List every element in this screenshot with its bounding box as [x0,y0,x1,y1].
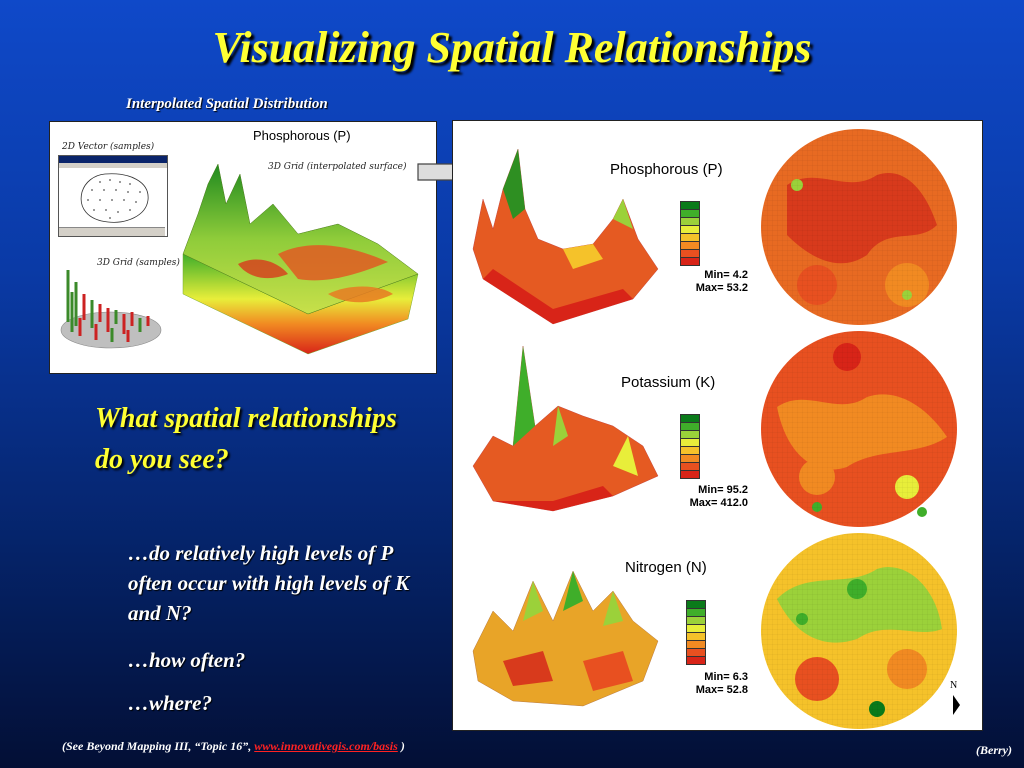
legend-k [680,414,700,479]
phosphorous-map [761,129,957,325]
footer-link[interactable]: www.innovativegis.com/basis [254,739,398,753]
sub-point-3: …where? [128,691,212,715]
map-title-k: Potassium (K) [621,374,716,391]
max-p: Max= 53.2 [695,282,748,294]
map-title-n: Nitrogen (N) [625,559,707,576]
legend-p [680,201,700,266]
min-p: Min= 4.2 [704,269,748,281]
north-label: N [950,680,958,691]
legend-n [686,600,706,665]
vector-window [58,155,168,237]
nitrogen-map [761,533,957,729]
max-n: Max= 52.8 [695,684,748,696]
slide-title: Visualizing Spatial Relationships [212,23,812,72]
footer-prefix: (See Beyond Mapping III, “Topic 16”, [62,739,252,753]
nitrogen-surface-plot [472,570,659,707]
potassium-surface-plot [472,345,659,512]
phosphorous-surface-plot [472,148,659,325]
potassium-map [761,331,957,527]
grid-samples-plot [60,270,162,349]
vector-label: 2D Vector (samples) [62,142,155,152]
grid-samples-label: 3D Grid (samples) [97,258,180,268]
credit-text: (Berry) [976,743,1012,757]
right-figure-panel: Phosphorous (P) Min= 4.2 Max= 53.2 Potas… [452,120,983,731]
min-n: Min= 6.3 [704,671,748,683]
sub-point-2: …how often? [128,648,246,672]
minmax-p: Min= 4.2 Max= 53.2 [678,269,748,295]
footer-reference: (See Beyond Mapping III, “Topic 16”, www… [62,739,405,754]
vector-sample-map [80,173,149,223]
sub-point-1: …do relatively high levels of P often oc… [128,541,410,625]
question-text: What spatial relationships do you see? [95,403,397,475]
minmax-k: Min= 95.2 Max= 412.0 [678,484,748,510]
max-k: Max= 412.0 [689,497,748,509]
footer-suffix: ) [400,739,405,753]
subtitle: Interpolated Spatial Distribution [126,96,328,112]
map-title-p: Phosphorous (P) [610,161,723,178]
minmax-n: Min= 6.3 Max= 52.8 [678,671,748,697]
left-panel-heading: Phosphorous (P) [253,128,351,143]
left-figure-panel: Phosphorous (P) 2D Vector (samples) 3D G… [49,121,437,374]
min-k: Min= 95.2 [698,484,748,496]
interpolated-surface-plot [182,163,419,355]
grid-surface-label: 3D Grid (interpolated surface) [268,162,407,172]
north-arrow-icon [953,695,960,715]
